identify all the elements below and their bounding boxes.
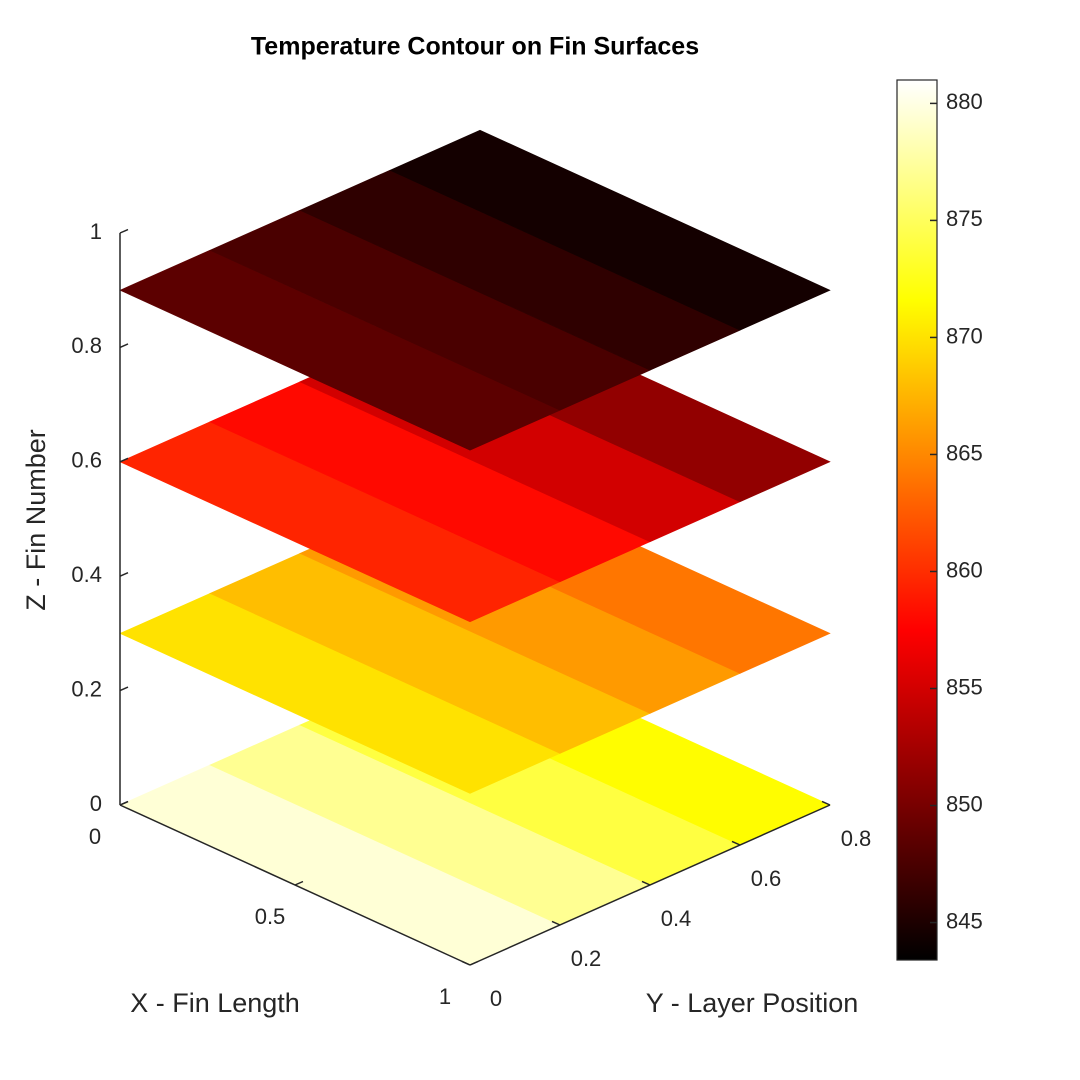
z-tick-label: 0 <box>90 791 102 816</box>
colorbar-tick-label: 875 <box>946 206 983 231</box>
z-tick-label: 0.2 <box>71 676 102 701</box>
colorbar-tick-label: 845 <box>946 908 983 933</box>
y-tick <box>461 960 471 966</box>
z-axis-label: Z - Fin Number <box>21 429 51 611</box>
x-tick <box>469 960 479 966</box>
y-tick-label: 0 <box>490 986 502 1011</box>
y-tick <box>551 920 561 926</box>
z-tick <box>119 457 129 463</box>
axes: 0 0.2 0.4 0.6 0.8 1 0 0.5 1 0 0.2 0.4 0.6 0.8 <box>71 219 871 1011</box>
z-tick <box>119 343 129 349</box>
colorbar-tick-label: 870 <box>946 323 983 348</box>
x-tick <box>119 800 129 806</box>
colorbar-tick-label: 865 <box>946 440 983 465</box>
x-tick-label: 0 <box>89 824 101 849</box>
z-tick-label: 1 <box>90 219 102 244</box>
y-tick <box>641 880 651 886</box>
colorbar-tick-label: 855 <box>946 674 983 699</box>
colorbar-gradient <box>896 79 938 961</box>
z-tick <box>119 228 129 234</box>
y-tick <box>731 840 741 846</box>
y-tick <box>821 800 831 806</box>
z-tick-label: 0.4 <box>71 562 102 587</box>
z-tick <box>119 572 129 577</box>
y-tick-label: 0.6 <box>751 866 782 891</box>
x-tick <box>294 880 304 886</box>
z-tick-label: 0.6 <box>71 448 102 473</box>
surfaces <box>119 129 831 966</box>
surface-strip <box>389 129 831 331</box>
y-tick-label: 0.8 <box>841 826 872 851</box>
x-tick-label: 1 <box>439 984 451 1009</box>
z-tick <box>119 686 129 692</box>
colorbar: 845 850 855 860 865 870 875 880 <box>896 79 983 961</box>
chart-title: Temperature Contour on Fin Surfaces <box>251 33 699 61</box>
colorbar-tick-label: 850 <box>946 791 983 816</box>
z-tick-label: 0.8 <box>71 333 102 358</box>
colorbar-tick-label: 880 <box>946 89 983 114</box>
y-axis-label: Y - Layer Position <box>646 988 859 1018</box>
y-tick-label: 0.4 <box>661 906 692 931</box>
x-tick-label: 0.5 <box>255 904 286 929</box>
x-axis-label: X - Fin Length <box>130 988 300 1018</box>
colorbar-tick-label: 860 <box>946 557 983 582</box>
y-tick-label: 0.2 <box>571 946 602 971</box>
